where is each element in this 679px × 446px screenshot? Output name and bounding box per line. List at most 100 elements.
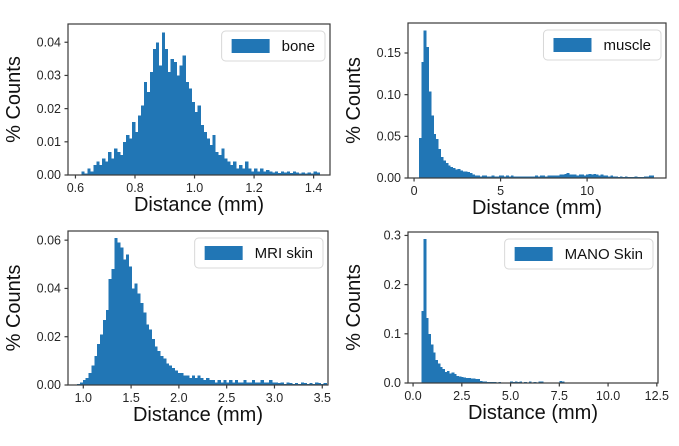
histogram-bar: [137, 293, 141, 385]
histogram-bar: [173, 62, 178, 175]
histogram-bar: [167, 72, 172, 175]
histogram-bar: [122, 259, 127, 385]
histogram-bar: [518, 176, 521, 178]
axes-spines: [407, 231, 659, 384]
x-tick-label: 5: [497, 184, 504, 198]
histogram-bar: [468, 378, 471, 383]
y-tick-label: 0.00: [377, 171, 401, 185]
histogram-bar: [612, 176, 616, 178]
legend-color-swatch: [204, 246, 243, 260]
histogram-bar: [134, 131, 139, 175]
histogram-bar: [561, 381, 565, 383]
histogram-bar: [442, 369, 446, 383]
histogram-bar: [180, 372, 184, 385]
histogram-bar: [421, 62, 425, 178]
y-tick-label: 0.03: [37, 69, 61, 83]
histogram-bar: [97, 343, 101, 385]
histogram-bar: [510, 381, 513, 383]
x-tick-label: 10: [580, 184, 594, 198]
histogram-bar: [549, 175, 553, 178]
histogram-bar: [248, 168, 252, 175]
histogram-bar: [274, 171, 279, 175]
subplot-bone: 0.6 0.8 1.0 1.2 1.4 0.00 0.01 0.02 0.03 0.04 Dista…: [0, 0, 339, 223]
histogram-bar: [254, 168, 258, 175]
histogram-bar: [581, 174, 584, 178]
histogram-bar: [96, 161, 100, 175]
histogram-bar: [428, 333, 431, 383]
histogram-bar: [559, 381, 563, 383]
histogram-bar: [566, 173, 570, 178]
histogram-bar: [140, 302, 144, 385]
histogram-bar: [252, 380, 256, 385]
x-tick-label: 1.5: [122, 391, 139, 405]
histogram-bar: [87, 168, 91, 175]
x-tick-label: 1.0: [186, 181, 203, 195]
histogram-bar: [554, 175, 558, 178]
histogram-bar: [649, 175, 652, 178]
legend-label: MANO Skin: [565, 246, 643, 263]
histogram-bar: [593, 173, 597, 178]
y-tick-label: 0.00: [37, 378, 61, 392]
axes-spines: [67, 23, 331, 176]
histogram-bar: [559, 174, 563, 178]
histogram-bar: [646, 176, 650, 178]
histogram-bar: [467, 172, 471, 178]
histogram-bar: [165, 363, 170, 385]
histogram-bar: [266, 382, 270, 385]
histogram-bar: [94, 356, 98, 385]
y-tick-label: 0.04: [37, 35, 61, 49]
histogram-bar: [472, 378, 476, 383]
x-axis-label: Distance (mm): [134, 194, 264, 216]
histogram-bar: [610, 175, 614, 178]
histogram-bar: [447, 165, 451, 178]
legend-box: [221, 30, 326, 62]
histogram-bar: [435, 138, 439, 178]
y-tick-label: 0.06: [37, 233, 61, 247]
histogram-bar: [303, 383, 307, 385]
y-tick-label: 0.10: [377, 88, 401, 102]
histogram-bar: [323, 383, 327, 385]
histogram-bar: [590, 174, 594, 178]
histogram-bar: [111, 269, 115, 385]
histogram-bar: [435, 359, 438, 383]
histogram-bar: [111, 158, 115, 175]
histogram-bar: [263, 171, 267, 175]
histogram-bar: [564, 173, 568, 178]
histogram-bar: [552, 175, 555, 178]
histogram-bar: [619, 176, 623, 178]
histogram-bar: [108, 151, 112, 175]
y-tick-label: 0.0: [384, 376, 401, 390]
histogram-bar: [163, 358, 167, 385]
histogram-bar: [433, 133, 437, 178]
x-axis-label: Distance (mm): [468, 402, 598, 424]
histogram-bar: [544, 176, 548, 178]
histogram-bar: [503, 176, 507, 178]
x-tick-label: 7.5: [551, 389, 568, 403]
histogram-bar: [176, 75, 180, 175]
histogram-bar: [444, 372, 448, 383]
histogram-bar: [603, 175, 606, 178]
histogram-bar: [132, 121, 136, 175]
legend-label: MRI skin: [255, 245, 313, 262]
histogram-bar: [206, 377, 210, 385]
histogram-bar: [170, 58, 175, 175]
histogram-bar: [227, 161, 231, 175]
histogram-bar: [465, 378, 469, 383]
histogram-bar: [246, 382, 250, 385]
histogram-bar: [240, 382, 244, 385]
legend-color-swatch: [231, 39, 270, 53]
histogram-bar: [474, 175, 478, 178]
histogram-bar: [440, 157, 444, 178]
histogram-bar: [313, 171, 317, 175]
histogram-bar: [300, 382, 304, 385]
histogram-bar: [527, 176, 531, 178]
histogram-bar: [120, 155, 124, 175]
histogram-bar: [515, 176, 519, 178]
histogram-bar: [186, 375, 190, 385]
histogram-bar: [191, 375, 196, 385]
histogram-bar: [236, 168, 240, 175]
histogram-bar: [203, 380, 207, 385]
y-tick-label: 0.3: [384, 229, 401, 243]
x-tick-label: 3.0: [266, 391, 283, 405]
histogram-bar: [128, 266, 132, 385]
